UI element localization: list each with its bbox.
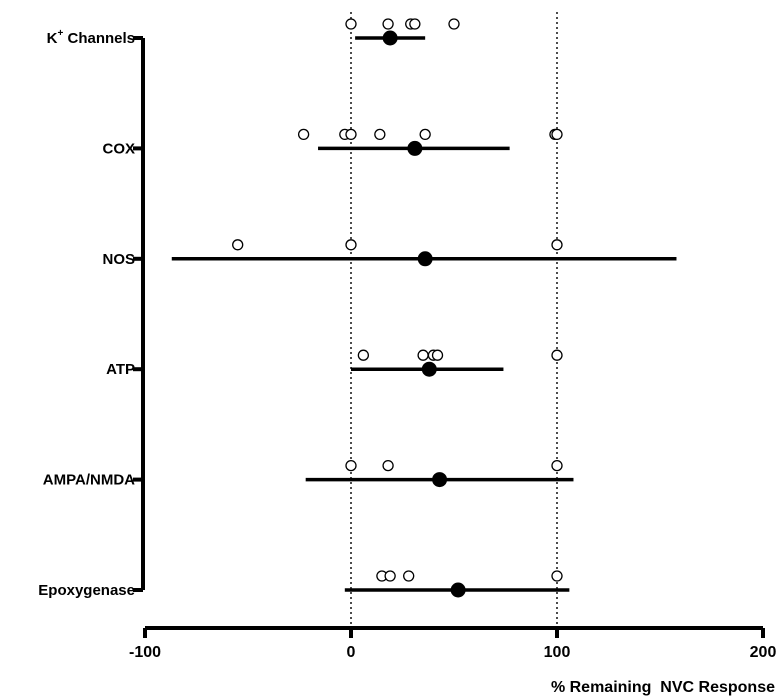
category-rows: K+ Channels COX NOS ATP AMPA/NMDA Epoxygenase <box>38 18 677 599</box>
study-point-2-1 <box>345 239 357 251</box>
category-label-0: K+ Channels <box>47 28 135 47</box>
mean-point-0 <box>382 30 398 46</box>
study-point-1-6 <box>551 128 563 141</box>
category-label-1: COX <box>102 140 135 157</box>
study-point-0-4 <box>448 18 460 30</box>
study-point-0-0 <box>345 18 357 30</box>
study-point-5-1 <box>384 570 396 582</box>
category-row-0: K+ Channels <box>47 18 460 47</box>
study-point-3-1 <box>417 349 429 361</box>
category-label-5: Epoxygenase <box>38 582 135 599</box>
x-tick-label-2: 100 <box>544 644 571 661</box>
x-axis: -100 0 100 200 <box>129 626 777 661</box>
x-tick-label-1: 0 <box>347 644 356 661</box>
category-row-2: NOS <box>102 239 677 268</box>
study-point-3-4 <box>551 349 563 361</box>
study-point-3-3 <box>431 349 444 361</box>
mean-point-5 <box>450 582 466 598</box>
x-axis-title: % Remaining NVC Response <box>551 679 775 696</box>
study-point-5-2 <box>403 570 415 582</box>
category-label-4: AMPA/NMDA <box>43 472 135 489</box>
x-tick-label-3: 200 <box>750 644 777 661</box>
study-point-1-3 <box>374 128 386 141</box>
study-point-4-0 <box>345 459 357 472</box>
mean-point-2 <box>417 251 433 267</box>
mean-point-4 <box>432 472 448 488</box>
study-point-2-0 <box>232 239 244 251</box>
study-point-1-0 <box>297 128 310 141</box>
mean-point-3 <box>421 361 437 377</box>
study-point-0-1 <box>382 18 394 30</box>
reference-lines <box>350 12 558 628</box>
study-point-5-3 <box>551 570 563 582</box>
study-point-4-1 <box>382 459 394 472</box>
study-point-1-2 <box>345 128 357 141</box>
study-point-3-0 <box>357 349 370 361</box>
study-point-0-3 <box>409 18 421 30</box>
mean-point-1 <box>407 140 423 156</box>
category-label-2: NOS <box>102 251 135 268</box>
category-row-5: Epoxygenase <box>38 570 570 599</box>
category-row-1: COX <box>102 128 563 157</box>
category-row-3: ATP <box>106 349 563 378</box>
study-point-1-4 <box>419 128 431 141</box>
x-tick-label-0: -100 <box>129 644 161 661</box>
category-label-3: ATP <box>106 361 135 378</box>
study-point-2-2 <box>551 239 563 251</box>
study-point-4-2 <box>551 459 563 472</box>
category-row-4: AMPA/NMDA <box>43 459 574 489</box>
